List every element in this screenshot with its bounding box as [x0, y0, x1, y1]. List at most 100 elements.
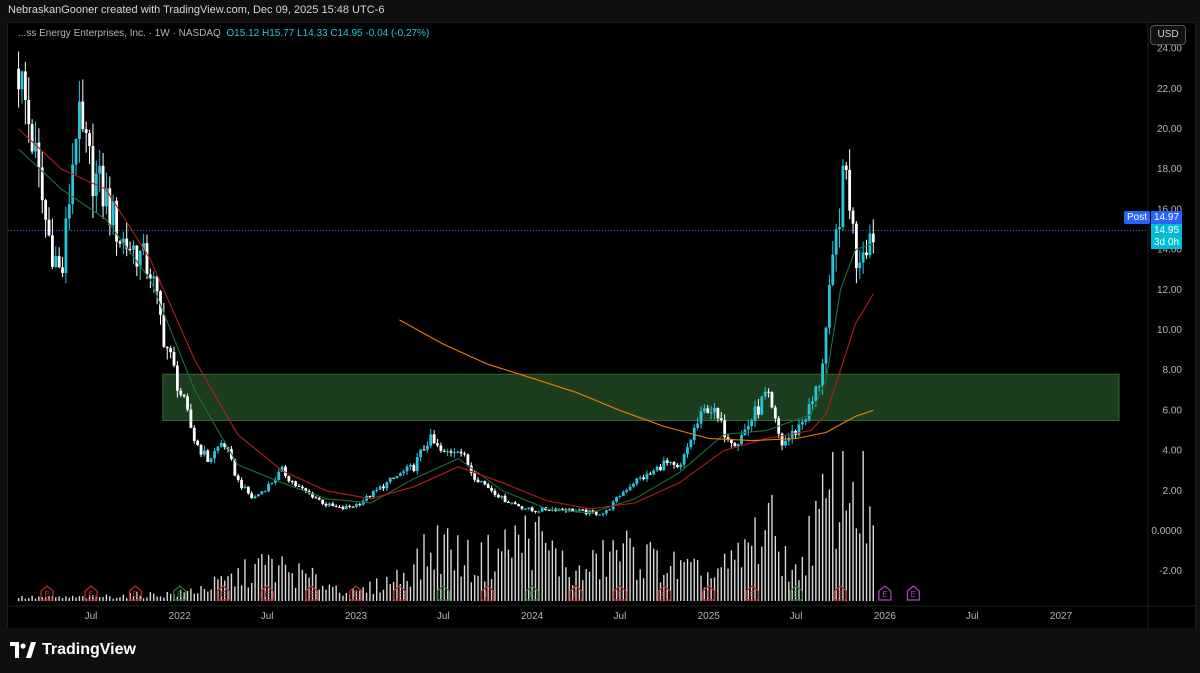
volume-bar	[196, 593, 199, 601]
candle-body	[480, 481, 483, 483]
volume-bar	[294, 587, 297, 601]
candle-body	[27, 100, 31, 125]
volume-bar	[156, 596, 158, 601]
volume-bar	[406, 580, 408, 601]
candle-body	[81, 101, 85, 130]
candle-body	[811, 401, 814, 405]
attribution-bar: NebraskanGooner created with TradingView…	[0, 0, 1200, 22]
y-tick-label: 12.00	[1157, 285, 1182, 296]
chart-frame[interactable]: E E E E E E E E E E E E E E E E E E E E E 24.00 22.00 20.00 18.0…	[7, 22, 1196, 630]
candle-body	[175, 365, 179, 391]
volume-bar	[257, 558, 260, 601]
candle-body	[456, 451, 460, 453]
candle-body	[159, 291, 162, 315]
candle-body	[287, 476, 291, 482]
candle-body	[54, 256, 58, 267]
candle-body	[601, 513, 605, 515]
volume-bar	[700, 575, 702, 601]
candle-body	[844, 165, 848, 170]
y-tick-label: 0.0000	[1151, 526, 1182, 537]
volume-bar	[386, 576, 388, 601]
earnings-marker-label: E	[882, 590, 887, 599]
candle-body	[388, 477, 392, 482]
candle-body	[152, 276, 156, 279]
volume-bar	[788, 581, 790, 601]
candle-body	[246, 486, 250, 494]
volume-bar	[311, 567, 314, 601]
earnings-marker	[216, 585, 230, 601]
candle-body	[334, 506, 338, 508]
volume-bar	[176, 596, 179, 601]
symbol-legend[interactable]: ...ss Energy Enterprises, Inc. · 1W · NA…	[18, 28, 429, 39]
candle-body	[71, 164, 75, 205]
candle-body	[40, 167, 44, 201]
candle-body	[675, 464, 679, 468]
tradingview-logo[interactable]: TradingView	[10, 638, 136, 662]
candle-body	[219, 442, 223, 447]
moving-average-line-1	[18, 148, 874, 514]
volume-bar	[710, 578, 712, 601]
volume-bar	[34, 598, 37, 601]
volume-bar	[690, 561, 692, 601]
earnings-marker	[525, 585, 539, 601]
symbol-name[interactable]: ...ss Energy Enterprises, Inc. · 1W · NA…	[18, 28, 221, 39]
volume-bar	[240, 585, 243, 601]
volume-bar	[450, 549, 452, 601]
candle-body	[392, 477, 395, 479]
earnings-marker	[657, 585, 671, 601]
volume-bar	[859, 533, 861, 601]
candle-body	[449, 451, 453, 453]
earnings-marker-label: E	[838, 590, 843, 599]
post-price-badge: 14.97	[1151, 211, 1183, 224]
candle-body	[645, 473, 649, 480]
volume-bar	[149, 592, 152, 601]
candle-body	[419, 449, 423, 458]
volume-bar	[754, 517, 756, 601]
volume-bar	[585, 569, 587, 601]
candle-body	[865, 252, 868, 256]
candle-body	[132, 245, 135, 250]
earnings-marker	[481, 585, 495, 601]
volume-bar	[288, 572, 290, 601]
volume-bar	[65, 596, 67, 601]
candle-body	[382, 486, 385, 489]
volume-bar	[791, 569, 793, 601]
x-tick-label: 2025	[698, 611, 721, 622]
volume-bar	[301, 569, 304, 601]
candle-body	[652, 470, 656, 475]
currency-button[interactable]: USD	[1150, 25, 1186, 45]
volume-bar	[146, 597, 148, 601]
candle-body	[817, 386, 821, 388]
volume-bar	[328, 584, 331, 601]
volume-bar	[825, 498, 827, 601]
volume-bar	[436, 525, 439, 601]
volume-bar	[612, 540, 614, 601]
volume-bar	[774, 536, 777, 601]
candle-body	[858, 262, 862, 269]
candle-body	[297, 485, 301, 487]
candle-body	[463, 453, 466, 455]
volume-bar	[811, 565, 814, 601]
candle-body	[368, 495, 372, 497]
earnings-marker-label: E	[706, 590, 711, 599]
candle-body	[797, 424, 801, 435]
candle-body	[469, 465, 473, 473]
candle-body	[118, 241, 122, 244]
candle-body	[321, 499, 325, 504]
volume-bar	[61, 598, 64, 601]
candle-body	[213, 450, 216, 459]
candle-body	[490, 488, 493, 491]
candle-body	[317, 497, 321, 500]
volume-bar	[696, 559, 699, 601]
price-chart[interactable]: E E E E E E E E E E E E E E E E E E E E E 24.00 22.00 20.00 18.0…	[8, 23, 1195, 629]
candle-body	[148, 274, 152, 279]
earnings-marker	[128, 585, 142, 601]
x-tick-label: Jul	[85, 611, 98, 622]
candle-body	[871, 233, 875, 243]
volume-bar	[102, 597, 104, 601]
volume-bar	[625, 530, 628, 601]
volume-bar	[659, 582, 662, 601]
volume-bar	[460, 576, 462, 601]
volume-bar	[463, 565, 466, 601]
volume-bar	[278, 565, 280, 601]
